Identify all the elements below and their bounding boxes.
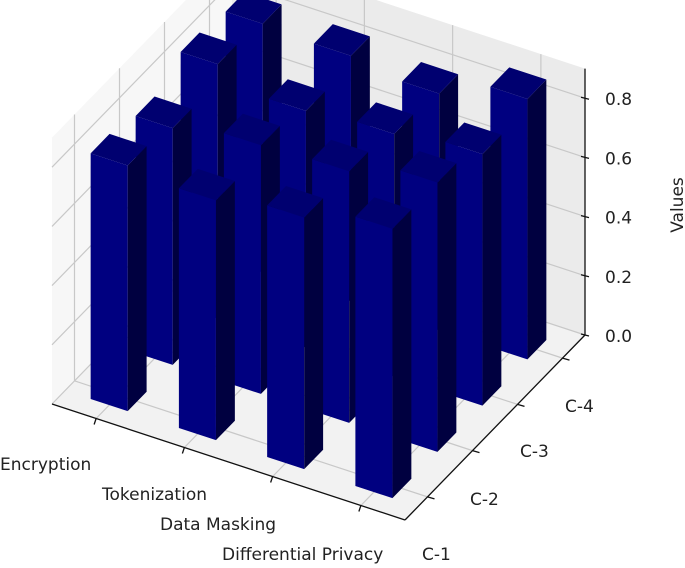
y-tick-label: C-4 [565, 397, 594, 417]
y-tick [427, 496, 435, 500]
z-axis-title: Values [668, 177, 685, 233]
z-tick [580, 274, 590, 278]
x-tick [270, 476, 274, 483]
x-axis-line [51, 403, 406, 521]
y-tick-label: C-1 [422, 545, 451, 565]
z-tick-label: 0.4 [605, 209, 632, 229]
x-tick-label: Tokenization [101, 485, 207, 505]
x-tick-label: Encryption [0, 455, 91, 475]
y-tick [472, 450, 480, 454]
z-tick [580, 214, 590, 219]
x-tick-label: Data Masking [160, 515, 276, 535]
bar [355, 197, 412, 499]
x-tick [93, 418, 97, 425]
axis-labels: Encryption Tokenization Data Masking Differ… [0, 90, 632, 565]
z-tick [580, 333, 590, 337]
z-tick-label: 0.8 [605, 90, 632, 110]
z-tick-label: 0.6 [605, 149, 632, 169]
bar [267, 185, 324, 470]
z-tick [580, 155, 590, 160]
y-tick [562, 357, 570, 361]
x-tick [358, 505, 362, 512]
y-tick-label: C-3 [520, 442, 549, 462]
bar [178, 168, 235, 441]
y-tick [517, 403, 525, 407]
z-tick [580, 96, 590, 100]
z-gridline [51, 0, 586, 168]
axes [51, 68, 590, 521]
z-tick-label: 0.2 [605, 268, 632, 288]
x-tick-label: Differential Privacy [222, 545, 383, 565]
y-axis-line [404, 334, 586, 521]
bars [90, 0, 547, 499]
y-tick-label: C-2 [470, 490, 499, 510]
z-tick-label: 0.0 [605, 327, 632, 347]
x-tick [181, 447, 185, 454]
bar [90, 133, 147, 412]
